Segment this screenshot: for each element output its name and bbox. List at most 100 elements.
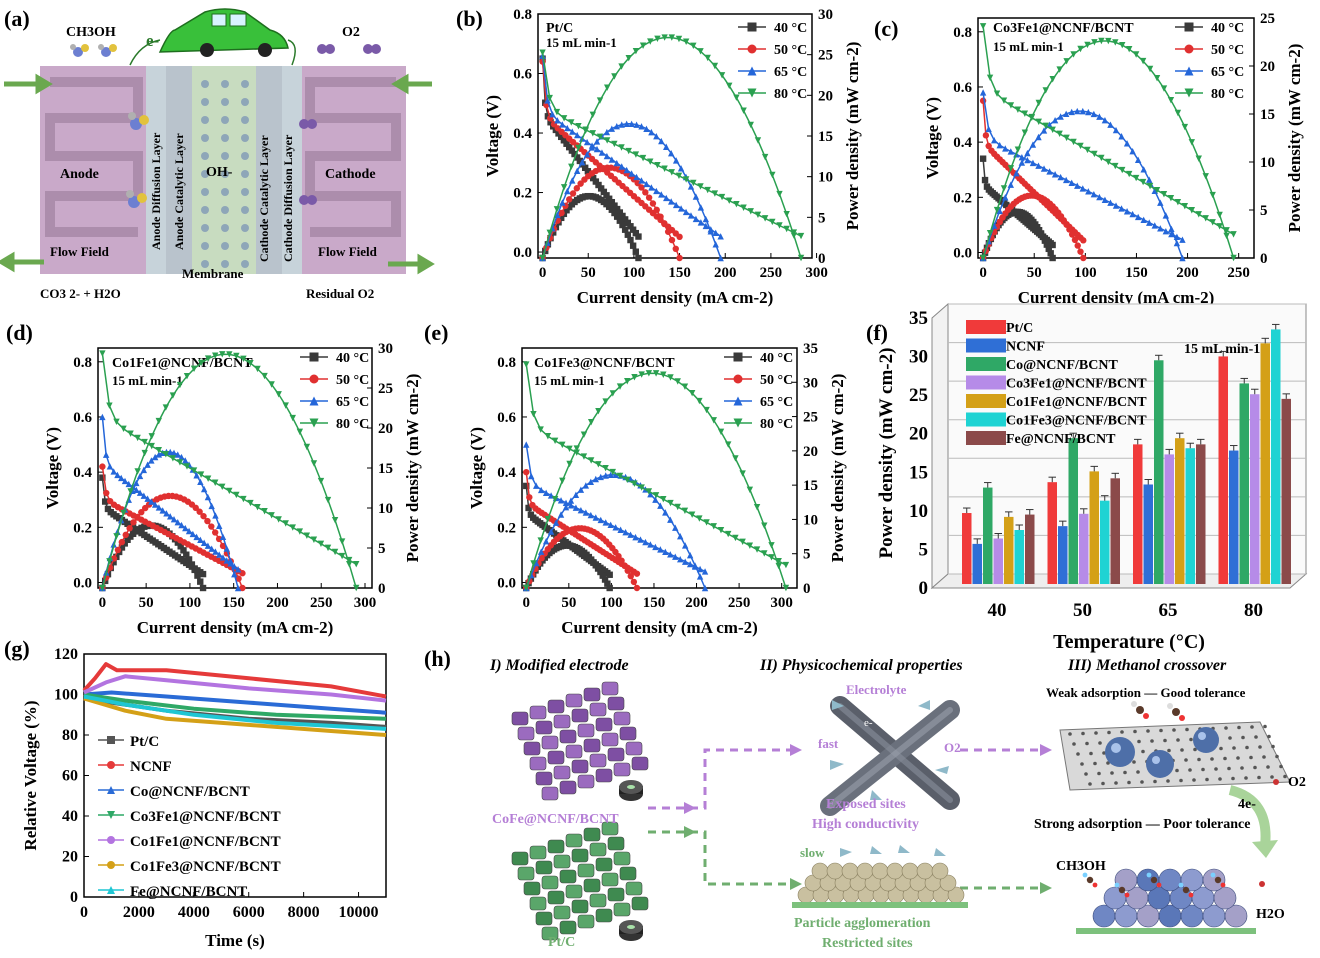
y-tick-label: 0.6 — [73, 410, 92, 426]
bar-Co1Fe1@NCNF/BCNT-50 — [1089, 471, 1099, 584]
weave-cell — [595, 768, 613, 783]
power-point — [239, 584, 246, 592]
graphene-atom — [1106, 761, 1110, 765]
voltage-point — [197, 471, 205, 478]
power-point — [1062, 110, 1070, 117]
power-point — [712, 241, 719, 248]
voltage-point — [254, 503, 261, 511]
power-point — [155, 451, 163, 458]
voltage-point — [617, 526, 624, 533]
power-point — [612, 471, 619, 479]
voltage-point — [1040, 165, 1048, 172]
voltage-point — [1098, 154, 1105, 162]
voltage-point — [1035, 162, 1042, 169]
graphene-atom — [1263, 724, 1267, 729]
graphene-atom — [1224, 726, 1228, 730]
voltage-point — [563, 140, 570, 147]
fast-label: fast — [818, 736, 839, 751]
methanol-atom — [1114, 882, 1120, 888]
power-point — [618, 557, 625, 564]
graphene-atom — [1245, 745, 1249, 750]
x-tick-label: 150 — [1125, 265, 1148, 281]
electron-a-label: e- — [864, 717, 873, 729]
voltage-point — [616, 472, 624, 480]
power-point — [702, 215, 710, 223]
voltage-point — [776, 222, 783, 229]
voltage-point — [204, 475, 212, 482]
power-point — [675, 35, 683, 43]
stability-curve-Co1Fe1@NCNF/BCNT — [83, 674, 387, 703]
power-point — [583, 151, 591, 158]
weave-cell — [619, 866, 637, 881]
graphene-atom — [1172, 728, 1176, 732]
weave-cell — [553, 714, 571, 729]
legend-marker — [107, 736, 115, 744]
power-point — [126, 525, 133, 532]
legend-marker — [107, 761, 115, 769]
agglomerated-particles — [797, 862, 965, 904]
weave-cell — [625, 881, 643, 896]
power-point — [1126, 45, 1133, 53]
graphene-atom — [1193, 747, 1197, 752]
power-point — [1151, 187, 1158, 194]
power-point — [223, 545, 230, 552]
voltage-point — [607, 521, 614, 529]
voltage-point — [667, 198, 675, 205]
voltage-point — [141, 438, 148, 446]
power-point — [197, 359, 205, 367]
power-point — [602, 472, 609, 479]
voltage-point — [1146, 182, 1154, 190]
y-tick-label: 0.0 — [953, 245, 972, 261]
power-point — [577, 180, 584, 187]
methanol-atom — [1156, 882, 1162, 888]
pt-ball — [1114, 868, 1138, 892]
anode-catalytic-layer — [166, 66, 192, 274]
power-point — [633, 121, 640, 128]
y2-axis-label: Power density (mW cm-2) — [843, 42, 862, 231]
power-point — [197, 478, 204, 485]
voltage-point — [592, 514, 599, 521]
voltage-point — [611, 202, 618, 209]
power-point — [162, 404, 170, 411]
weave-cell — [631, 896, 649, 911]
voltage-point — [616, 209, 624, 216]
membrane-particle — [201, 152, 209, 160]
graphene-atom — [1176, 738, 1180, 742]
graphene-atom — [1088, 782, 1092, 786]
power-point — [1080, 254, 1087, 262]
voltage-point — [353, 560, 360, 568]
power-point — [672, 157, 680, 164]
power-point — [1024, 149, 1031, 157]
methanol-atom — [1188, 892, 1194, 898]
anode-diffusion-layer — [146, 66, 166, 274]
power-point — [696, 397, 703, 405]
voltage-point — [677, 555, 684, 563]
weave-cell — [613, 711, 631, 726]
voltage-curve-80 °C — [982, 26, 1234, 236]
pt-support-layer — [1076, 928, 1256, 934]
weave-cell — [601, 732, 619, 747]
power-point — [601, 576, 609, 583]
y2-tick-label: 15 — [378, 461, 393, 477]
power-point — [575, 144, 582, 152]
voltage-point — [687, 212, 695, 219]
weave-cell — [565, 693, 583, 708]
weave-cell — [607, 747, 625, 762]
power-point — [667, 149, 675, 157]
voltage-point — [1179, 236, 1186, 243]
voltage-point — [1070, 138, 1077, 146]
voltage-point — [746, 542, 754, 549]
voltage-point — [572, 504, 580, 511]
voltage-point — [1090, 190, 1098, 198]
power-point — [746, 486, 754, 493]
x-tick-label: 200 — [714, 265, 737, 281]
graphene-atom — [1223, 756, 1227, 761]
voltage-point — [303, 532, 311, 539]
cathode-catalytic-label: Cathode Catalytic Layer — [257, 135, 271, 262]
power-point — [174, 451, 181, 458]
voltage-point — [600, 188, 608, 196]
bar-Co1Fe3@NCNF/BCNT-50 — [1100, 500, 1110, 584]
power-point — [624, 378, 631, 385]
panel-f-bar-chart: 0 5 10 15 20 25 30 35 (f) Power density (mW cm-2)… — [866, 302, 1308, 653]
